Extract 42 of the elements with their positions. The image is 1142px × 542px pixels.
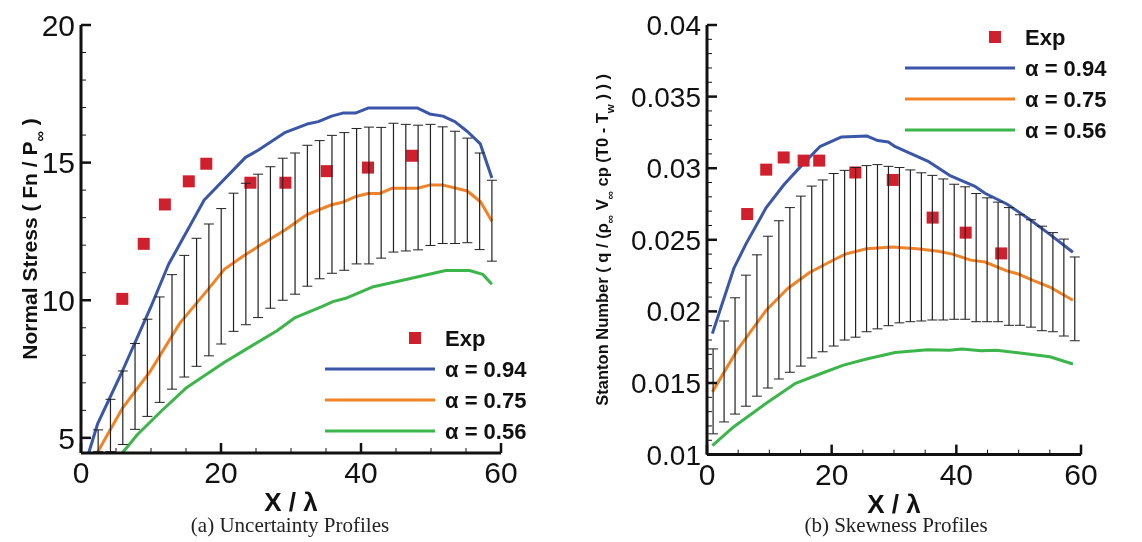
point: [406, 149, 419, 162]
point: [200, 157, 213, 170]
y-tick-label: 15: [41, 146, 75, 180]
x-tick-label: 20: [204, 456, 238, 489]
point: [813, 154, 826, 167]
point: [182, 175, 195, 188]
x-tick-label: 60: [484, 456, 518, 489]
y-tick-label: 0.035: [630, 81, 701, 113]
y-tick-label: 5: [58, 421, 75, 455]
y-tick-label: 0.04: [646, 10, 701, 42]
legend-label: α = 0.56: [445, 418, 527, 444]
legend-label: α = 0.94: [1025, 55, 1108, 81]
legend-label: α = 0.75: [445, 387, 527, 413]
legend-label: Exp: [445, 325, 486, 351]
point: [244, 176, 257, 189]
y-tick-label: 20: [41, 8, 75, 42]
y-tick-label: 0.015: [630, 368, 701, 400]
point: [797, 154, 810, 167]
point: [137, 237, 150, 250]
point: [116, 292, 129, 305]
y-tick-label: 0.01: [646, 439, 701, 471]
x-tick-label: 60: [1064, 457, 1098, 491]
point: [279, 176, 292, 189]
point: [777, 151, 790, 164]
x-tick-label: 20: [814, 457, 849, 491]
x-tick-label: 40: [344, 456, 378, 489]
point: [926, 211, 939, 224]
point: [760, 163, 773, 176]
y-tick-label: 0.025: [630, 224, 701, 256]
legend-label: α = 0.56: [1025, 117, 1107, 143]
point: [741, 208, 754, 221]
y-tick-label: 0.03: [646, 153, 701, 185]
point: [959, 226, 972, 239]
y-tick-label: 0.02: [646, 296, 701, 328]
line-series: [710, 347, 1075, 448]
legend-label: α = 0.94: [445, 356, 528, 382]
x-tick-label: 0: [72, 456, 90, 489]
x-tick-label: 40: [939, 457, 974, 491]
legend-label: α = 0.75: [1025, 86, 1107, 112]
point: [158, 198, 171, 211]
legend-label: Exp: [1025, 24, 1066, 50]
point: [886, 173, 899, 186]
